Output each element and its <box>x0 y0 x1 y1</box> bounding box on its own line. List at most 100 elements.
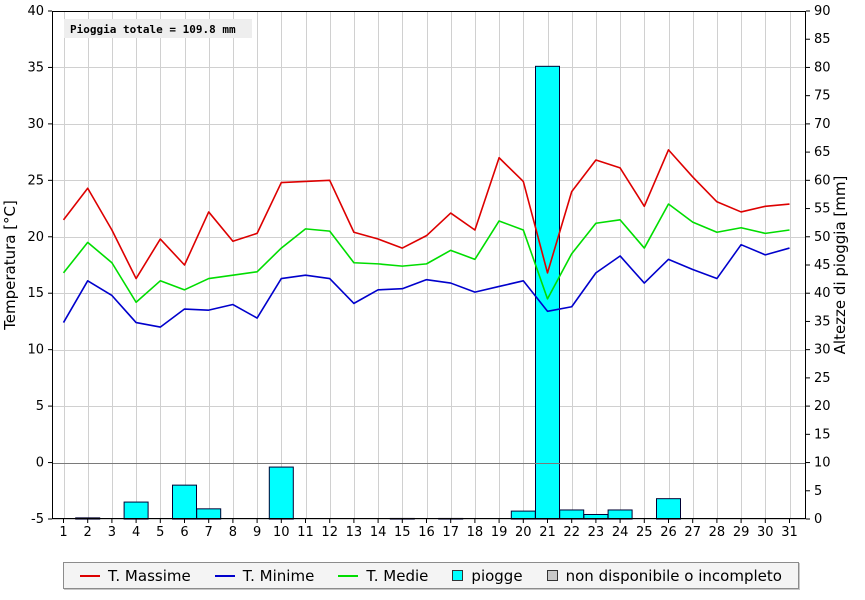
rain-bar <box>607 509 633 520</box>
y-right-tick-label: 70 <box>814 117 831 132</box>
y-left-tick-label: 35 <box>27 60 44 75</box>
legend-label-massime: T. Massime <box>108 566 191 585</box>
rain-bar <box>196 508 222 520</box>
legend-item-non-disponibile: non disponibile o incompleto <box>546 566 782 585</box>
x-tick-label: 6 <box>180 525 188 540</box>
y-left-tick-label: 10 <box>27 343 44 358</box>
y-right-tick-label: 45 <box>814 258 831 273</box>
x-tick-label: 20 <box>515 525 532 540</box>
y-left-tick-label: 40 <box>27 4 44 19</box>
x-tick-label: 29 <box>733 525 750 540</box>
series-line-t-medie <box>62 203 790 304</box>
rain-bar <box>123 501 149 520</box>
x-tick-label: 31 <box>781 525 798 540</box>
x-tick-label: 3 <box>108 525 116 540</box>
x-tick-label: 9 <box>253 525 261 540</box>
y-left-tick-label: -5 <box>31 512 44 527</box>
y-right-tick-label: 25 <box>814 371 831 386</box>
series-line-t-massime <box>62 149 790 280</box>
x-tick-label: 11 <box>297 525 314 540</box>
plot-area <box>52 11 806 519</box>
x-tick-label: 17 <box>442 525 459 540</box>
rain-bar <box>656 498 681 520</box>
y-axis-right-title: Altezze di pioggia [mm] <box>831 176 849 355</box>
rain-total-label: Pioggia totale = 109.8 mm <box>70 23 236 36</box>
plot-frame <box>52 11 806 519</box>
rain-bar <box>535 65 560 520</box>
rain-bar <box>559 509 585 520</box>
y-axis-right: 0 5 10 15 20 25 30 35 40 45 50 55 60 65 70 75 80 85 90 <box>806 4 831 527</box>
x-tick-label: 7 <box>205 525 213 540</box>
x-axis: 1 2 3 4 5 6 7 8 9 10 11 12 13 14 15 16 17 18 19 20 21 22 23 24 2… <box>59 519 798 540</box>
y-left-tick-label: 20 <box>27 230 44 245</box>
rain-bar <box>268 466 294 520</box>
y-right-tick-label: 35 <box>814 314 831 329</box>
x-tick-label: 26 <box>660 525 677 540</box>
legend-item-massime: T. Massime <box>80 567 191 585</box>
x-tick-label: 27 <box>684 525 701 540</box>
x-tick-label: 14 <box>370 525 387 540</box>
rain-bar <box>510 510 536 520</box>
x-tick-label: 16 <box>418 525 435 540</box>
x-tick-label: 18 <box>467 525 484 540</box>
legend-label-minime: T. Minime <box>242 566 315 585</box>
y-left-tick-label: 30 <box>27 117 44 132</box>
y-left-tick-label: 5 <box>36 399 44 414</box>
x-tick-label: 25 <box>636 525 653 540</box>
y-right-tick-label: 90 <box>814 4 831 19</box>
x-tick-label: 10 <box>273 525 290 540</box>
legend-item-piogge: piogge <box>452 566 523 585</box>
x-tick-label: 15 <box>394 525 411 540</box>
x-tick-label: 19 <box>491 525 508 540</box>
y-right-tick-label: 65 <box>814 145 831 160</box>
legend-swatch-minime <box>214 574 235 577</box>
legend: T. Massime T. Minime T. Medie piogge non… <box>63 562 799 589</box>
x-tick-label: 8 <box>229 525 237 540</box>
x-tick-label: 24 <box>612 525 629 540</box>
x-tick-label: 13 <box>346 525 363 540</box>
y-right-tick-label: 80 <box>814 60 831 75</box>
legend-item-minime: T. Minime <box>214 566 315 585</box>
x-tick-label: 21 <box>539 525 556 540</box>
x-tick-label: 23 <box>588 525 605 540</box>
y-right-tick-label: 40 <box>814 286 831 301</box>
legend-item-medie: T. Medie <box>338 567 428 585</box>
temperature-lines <box>62 149 790 328</box>
y-left-tick-label: 25 <box>27 173 44 188</box>
x-tick-label: 1 <box>59 525 67 540</box>
y-right-tick-label: 50 <box>814 230 831 245</box>
legend-label-non-disponibile: non disponibile o incompleto <box>565 566 782 585</box>
legend-label-piogge: piogge <box>471 566 523 585</box>
y-right-tick-label: 0 <box>814 512 822 527</box>
x-tick-label: 28 <box>709 525 726 540</box>
y-left-tick-label: 15 <box>27 286 44 301</box>
x-tick-label: 5 <box>156 525 164 540</box>
y-right-tick-label: 20 <box>814 399 831 414</box>
x-tick-label: 22 <box>563 525 580 540</box>
x-tick-label: 30 <box>757 525 774 540</box>
y-right-tick-label: 30 <box>814 343 831 358</box>
legend-swatch-massime <box>80 574 101 577</box>
y-axis-left: -5 0 5 10 15 20 25 30 35 40 <box>27 4 52 527</box>
y-right-tick-label: 60 <box>814 173 831 188</box>
rain-bar <box>172 484 197 520</box>
y-axis-left-title: Temperatura [°C] <box>1 200 19 331</box>
legend-swatch-non-disponibile <box>546 570 558 581</box>
y-right-tick-label: 85 <box>814 32 831 47</box>
y-right-tick-label: 5 <box>814 484 822 499</box>
y-right-tick-label: 10 <box>814 456 831 471</box>
y-right-tick-label: 75 <box>814 89 831 104</box>
rain-total-box <box>64 19 252 38</box>
x-tick-label: 4 <box>132 525 140 540</box>
y-left-tick-label: 0 <box>36 456 44 471</box>
legend-swatch-piogge <box>452 570 464 581</box>
y-right-tick-label: 15 <box>814 427 831 442</box>
legend-label-medie: T. Medie <box>366 566 429 585</box>
series-line-t-minime <box>62 243 790 328</box>
x-tick-label: 2 <box>84 525 92 540</box>
rain-bars <box>75 65 681 520</box>
y-right-tick-label: 55 <box>814 202 831 217</box>
x-tick-label: 12 <box>321 525 338 540</box>
legend-swatch-medie <box>338 574 359 577</box>
